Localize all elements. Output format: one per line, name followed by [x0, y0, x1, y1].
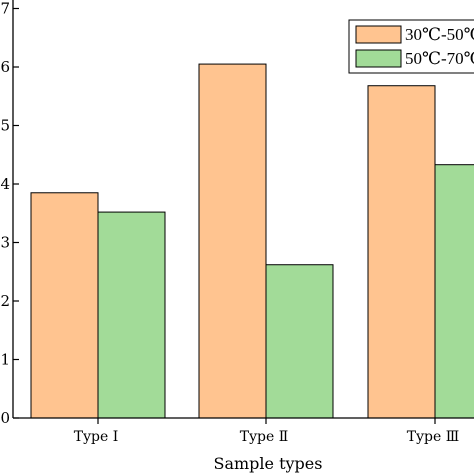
y-tick-label: 2	[0, 292, 10, 310]
bar-series1-cat3	[367, 85, 436, 419]
x-axis-title: Sample types	[214, 454, 323, 473]
legend-swatch-series2	[355, 49, 402, 68]
y-tick-label: 4	[0, 175, 10, 193]
bar-series2-cat1	[97, 211, 166, 419]
y-tick-label: 3	[0, 234, 10, 252]
x-tick-label: Type Ⅰ	[74, 429, 118, 445]
bars-layer	[30, 63, 474, 419]
x-tick-label: Type Ⅱ	[240, 429, 288, 445]
axes-layer	[12, 0, 474, 419]
y-tick-label: 6	[0, 58, 10, 76]
legend: 30℃-50℃ 50℃-70℃	[348, 19, 474, 74]
legend-swatch-series1	[355, 25, 402, 44]
x-tick-label: Type Ⅲ	[407, 429, 459, 445]
y-ticks-layer: 0 1 2 3 4 5 6 7	[0, 0, 19, 427]
bar-series2-cat2	[265, 264, 334, 419]
y-tick-label: 0	[0, 409, 10, 427]
x-ticks-layer: Type Ⅰ Type Ⅱ Type Ⅲ	[74, 418, 459, 445]
bar-series1-cat2	[198, 63, 267, 419]
legend-label-series2: 50℃-70℃	[405, 49, 474, 68]
y-tick-label: 5	[0, 117, 10, 135]
bar-series1-cat1	[30, 192, 99, 419]
y-tick-label: 7	[0, 0, 10, 18]
y-tick-label: 1	[0, 351, 10, 369]
legend-label-series1: 30℃-50℃	[405, 25, 474, 44]
bar-series2-cat3	[434, 164, 474, 419]
